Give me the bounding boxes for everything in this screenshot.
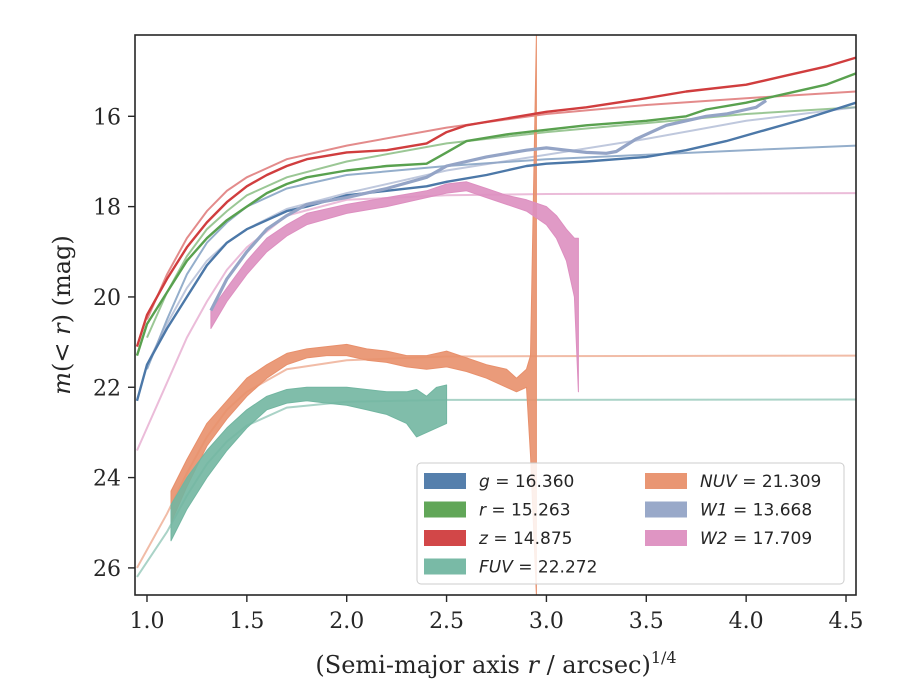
legend-label-r: r = 15.263	[479, 501, 571, 521]
x-tick-label: 4.5	[829, 609, 864, 634]
legend-label-nuv: NUV = 21.309	[700, 472, 821, 492]
legend-label-g: g = 16.360	[479, 472, 574, 492]
y-tick-label: 22	[93, 376, 121, 401]
x-tick-label: 3.5	[629, 609, 664, 634]
model-curve-g	[146, 144, 857, 370]
x-tick-label: 2.0	[329, 609, 364, 634]
legend-swatch-w1	[645, 501, 687, 518]
y-axis: 16 18 20 22 24 26	[93, 105, 135, 582]
model-curve-z	[146, 90, 857, 320]
data-series	[135, 34, 857, 596]
legend-label-z: z = 14.875	[478, 529, 572, 549]
legend-swatch-r	[424, 501, 466, 518]
y-tick-label: 24	[93, 467, 121, 492]
y-tick-label: 18	[93, 196, 121, 221]
x-tick-label: 1.5	[229, 609, 264, 634]
x-axis-label: (Semi-major axis r / arcsec)1/4	[315, 648, 676, 679]
legend-label-fuv: FUV = 22.272	[479, 558, 597, 578]
y-tick-label: 16	[93, 105, 121, 130]
x-axis: 1.0 1.5 2.0 2.5 3.0 3.5 4.0 4.5	[129, 595, 864, 634]
plot-border	[134, 34, 857, 596]
series-band-w2	[210, 181, 579, 393]
series-line-r	[135, 72, 857, 356]
x-tick-label: 4.0	[729, 609, 764, 634]
plot-frame	[134, 34, 857, 596]
legend: g = 16.360 r = 15.263 z = 14.875 FUV = 22.2…	[416, 462, 845, 585]
y-tick-label: 26	[93, 557, 121, 582]
legend-box	[416, 462, 845, 585]
legend-label-w2: W2 = 17.709	[700, 529, 812, 549]
legend-swatch-z	[424, 530, 466, 546]
model-curve-r	[146, 106, 857, 339]
legend-label-w1: W1 = 13.668	[700, 501, 812, 521]
y-tick-label: 20	[93, 286, 121, 311]
series-line-z	[135, 56, 857, 347]
x-tick-label: 2.5	[429, 609, 464, 634]
x-tick-label: 3.0	[529, 609, 564, 634]
legend-swatch-nuv	[645, 473, 687, 489]
x-tick-label: 1.0	[129, 609, 164, 634]
legend-swatch-fuv	[424, 558, 466, 575]
series-line-w1	[209, 99, 767, 312]
legend-swatch-g	[424, 473, 466, 489]
y-axis-label: m(< r) (mag)	[48, 235, 76, 395]
model-curve-w1	[146, 106, 857, 366]
series-line-g	[135, 101, 857, 402]
series-band-fuv	[170, 384, 448, 542]
legend-swatch-w2	[645, 530, 687, 546]
